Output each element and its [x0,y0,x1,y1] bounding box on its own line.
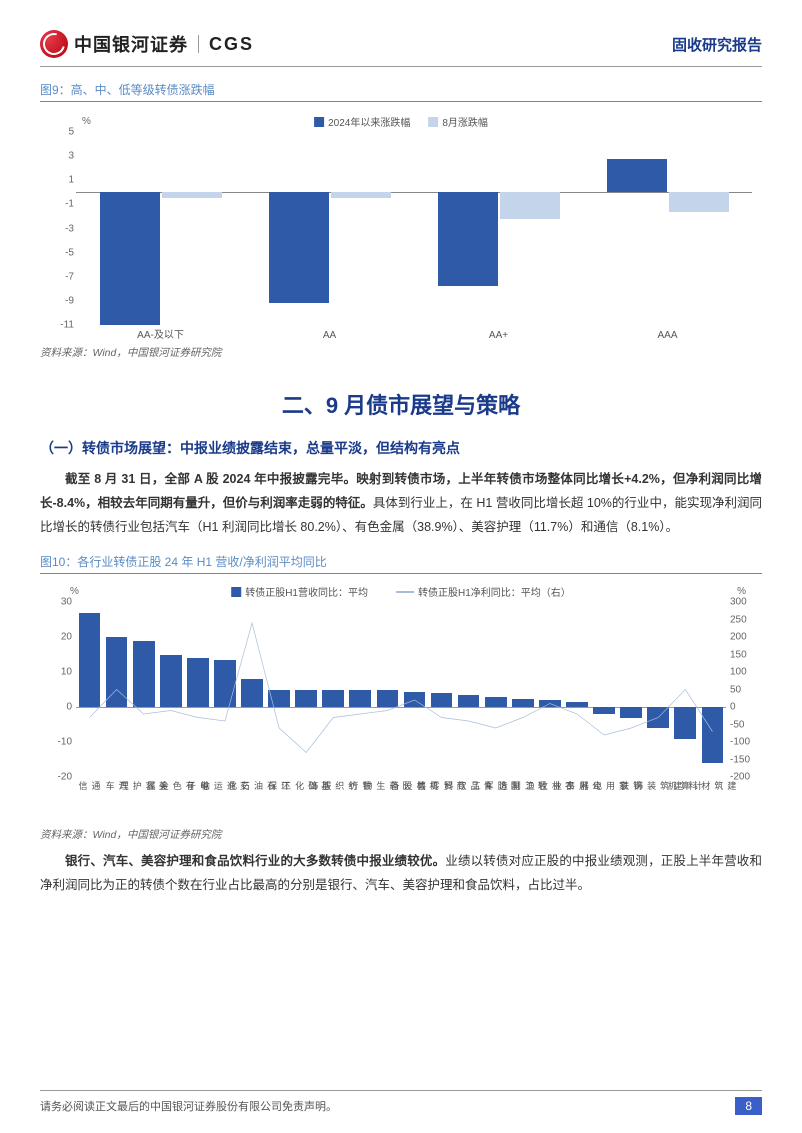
subsection-1: （一）转债市场展望：中报业绩披露结束，总量平淡，但结构有亮点 [40,438,762,458]
fig9-legend-1: 2024年以来涨跌幅 [314,114,410,129]
logo-icon [40,30,68,58]
fig10-ylabel-right: % [737,586,746,597]
logo-cn: 中国银河证券 [74,31,188,57]
fig9-source: 资料来源：Wind，中国银河证券研究院 [40,345,762,360]
page-footer: 请务必阅读正文最后的中国银河证券股份有限公司免责声明。 8 [40,1090,762,1115]
page-number: 8 [735,1097,762,1115]
disclaimer: 请务必阅读正文最后的中国银河证券股份有限公司免责声明。 [40,1098,337,1114]
paragraph-2: 银行、汽车、美容护理和食品饮料行业的大多数转债中报业绩较优。业绩以转债对应正股的… [40,850,762,898]
fig10-legend: 转债正股H1营收同比：平均 转债正股H1净利同比：平均（右） [231,584,571,599]
fig10-source: 资料来源：Wind，中国银河证券研究院 [40,827,762,842]
fig9-chart: % 2024年以来涨跌幅 8月涨跌幅 -11-9-7-5-3-1135AA-及以… [40,108,762,343]
fig10-chart: % % 转债正股H1营收同比：平均 转债正股H1净利同比：平均（右） -20-1… [40,580,762,825]
page-header: 中国银河证券 CGS 固收研究报告 [40,30,762,67]
fig9-ylabel: % [82,116,91,127]
logo-en: CGS [209,34,254,55]
logo-block: 中国银河证券 CGS [40,30,254,58]
fig9-legend-2: 8月涨跌幅 [428,114,488,129]
header-report-type: 固收研究报告 [672,34,762,55]
fig10-title: 图10：各行业转债正股 24 年 H1 营收/净利润平均同比 [40,553,762,574]
fig9-title: 图9：高、中、低等级转债涨跌幅 [40,81,762,102]
fig10-legend-1: 转债正股H1营收同比：平均 [231,584,368,599]
fig9-legend: 2024年以来涨跌幅 8月涨跌幅 [314,114,488,129]
logo-separator [198,35,199,53]
fig10-legend-2: 转债正股H1净利同比：平均（右） [396,584,571,599]
paragraph-1: 截至 8 月 31 日，全部 A 股 2024 年中报披露完毕。映射到转债市场，… [40,468,762,539]
fig10-ylabel-left: % [70,586,79,597]
section-title: 二、9 月债市展望与策略 [40,388,762,420]
